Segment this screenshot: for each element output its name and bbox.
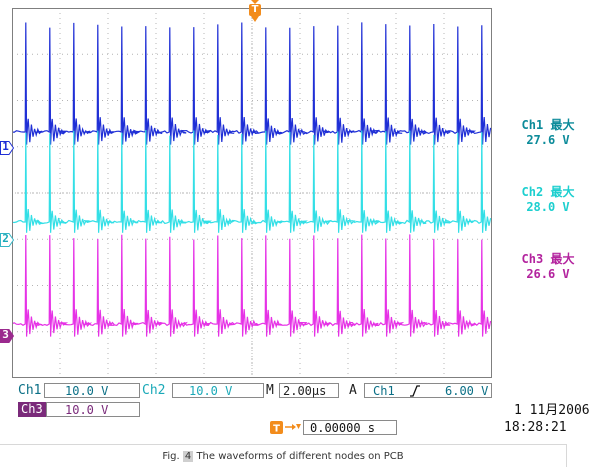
ch3-ground-marker[interactable]: 3 <box>0 328 15 343</box>
ch2-max-label: Ch2 最大 <box>521 185 575 199</box>
waveform-display <box>12 8 492 378</box>
trigger-source: Ch1 <box>373 384 395 398</box>
rising-edge-icon <box>410 385 420 397</box>
ch3-waveform <box>12 234 492 337</box>
ch2-max-value: 28.0 V <box>526 200 570 214</box>
trace-group <box>12 22 492 337</box>
ch2-scale-box[interactable]: 10.0 V <box>172 383 264 398</box>
ch3-marker-icon <box>0 329 15 343</box>
trigger-offset-icon: T <box>270 420 302 436</box>
ch3-scale-label: Ch3 <box>18 402 46 417</box>
caption-text: The waveforms of different nodes on PCB <box>196 451 404 462</box>
date-readout: 1 11月2006 <box>514 403 590 418</box>
timebase-box[interactable]: 2.00µs <box>279 383 339 398</box>
timebase-m-label: M <box>266 383 274 398</box>
ch2-ground-marker[interactable]: 2 <box>0 232 15 247</box>
ch1-waveform <box>12 22 492 145</box>
svg-text:T: T <box>273 424 280 435</box>
ch1-marker-label: 1 <box>2 140 9 153</box>
ch2-marker-icon <box>0 233 15 247</box>
ch2-scale-value: 10.0 V <box>189 384 233 398</box>
ch1-scale-box[interactable]: 10.0 V <box>44 383 140 398</box>
caption-number: 4 <box>182 451 194 462</box>
ch1-scale-value: 10.0 V <box>65 384 109 398</box>
ch3-marker-label: 3 <box>2 328 9 341</box>
ch3-scale-box[interactable]: 10.0 V <box>46 402 140 417</box>
trigger-offset-value: 0.00000 s <box>310 421 376 435</box>
ch2-scale-label: Ch2 <box>142 383 166 398</box>
figure-caption: Fig. 4 The waveforms of different nodes … <box>0 451 566 462</box>
trigger-position-marker[interactable]: T <box>248 0 262 24</box>
figure-caption-area: Fig. 4 The waveforms of different nodes … <box>0 444 567 467</box>
acquire-a-label: A <box>349 383 357 398</box>
ch1-max-value: 27.6 V <box>526 133 570 147</box>
ch1-marker-icon <box>0 141 15 155</box>
ch3-scale-value: 10.0 V <box>65 403 109 417</box>
ch2-max-readout: Ch2 最大 28.0 V <box>498 185 598 215</box>
ch1-scale-label: Ch1 <box>18 383 42 398</box>
trigger-offset-box[interactable]: 0.00000 s <box>303 420 397 435</box>
ch2-marker-label: 2 <box>2 232 9 245</box>
trigger-position-label: T <box>251 4 259 15</box>
trigger-settings-box[interactable]: Ch1 6.00 V <box>364 383 492 398</box>
trigger-position-icon <box>249 0 261 22</box>
timebase-value: 2.00µs <box>283 384 327 398</box>
caption-prefix: Fig. <box>162 451 180 462</box>
ch1-max-label: Ch1 最大 <box>521 118 575 132</box>
ch1-ground-marker[interactable]: 1 <box>0 140 15 155</box>
ch3-max-value: 26.6 V <box>526 267 570 281</box>
graticule <box>12 8 492 378</box>
ch3-max-readout: Ch3 最大 26.6 V <box>498 252 598 282</box>
time-readout: 18:28:21 <box>504 420 567 435</box>
ch3-max-label: Ch3 最大 <box>521 252 575 266</box>
ch1-max-readout: Ch1 最大 27.6 V <box>498 118 598 148</box>
trigger-level: 6.00 V <box>445 384 489 398</box>
ch2-waveform <box>12 129 492 233</box>
